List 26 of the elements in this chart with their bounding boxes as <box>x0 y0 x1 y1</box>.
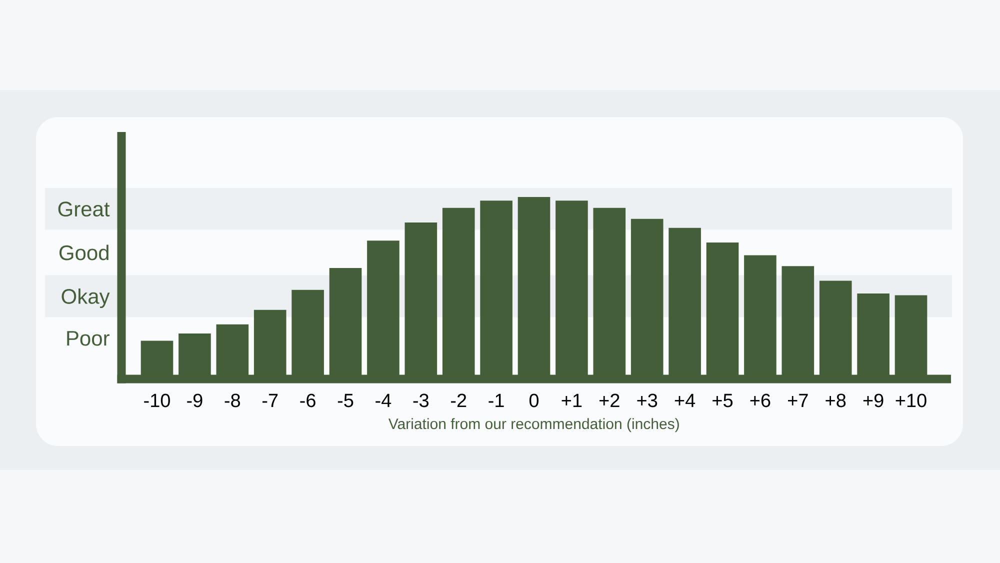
x-tick-label: -5 <box>338 394 354 408</box>
x-tick-label: +3 <box>637 394 658 408</box>
x-tick-label: +4 <box>674 394 696 407</box>
x-tick-label: +2 <box>600 394 620 407</box>
x-tick-label: +1 <box>562 394 582 407</box>
x-tick-label: 0 <box>529 394 539 408</box>
x-tick-label: -1 <box>488 394 504 407</box>
x-tick-label: +6 <box>750 394 770 408</box>
x-tick-label: +7 <box>788 394 808 407</box>
x-axis-title: Variation from our recommendation (inches) <box>388 418 679 432</box>
band-label: Great <box>58 202 110 217</box>
band-label: Okay <box>62 288 110 308</box>
text: Poor <box>67 331 110 346</box>
x-tick-label: -7 <box>262 394 278 407</box>
x-tick-label: +8 <box>826 394 846 408</box>
x-tick-label: +9 <box>863 394 884 408</box>
x-tick-label: -10 <box>144 394 170 408</box>
x-tick-label: -3 <box>413 394 429 408</box>
x-tick-label: +10 <box>896 394 926 408</box>
x-tick-label: -2 <box>451 394 466 407</box>
x-tick-label: -6 <box>300 394 316 408</box>
x-tick-label: -4 <box>376 394 392 407</box>
x-tick-label: +5 <box>712 394 733 408</box>
x-tick-label: -9 <box>187 394 202 408</box>
text: Good <box>59 244 108 260</box>
x-tick-label: -8 <box>224 394 240 408</box>
